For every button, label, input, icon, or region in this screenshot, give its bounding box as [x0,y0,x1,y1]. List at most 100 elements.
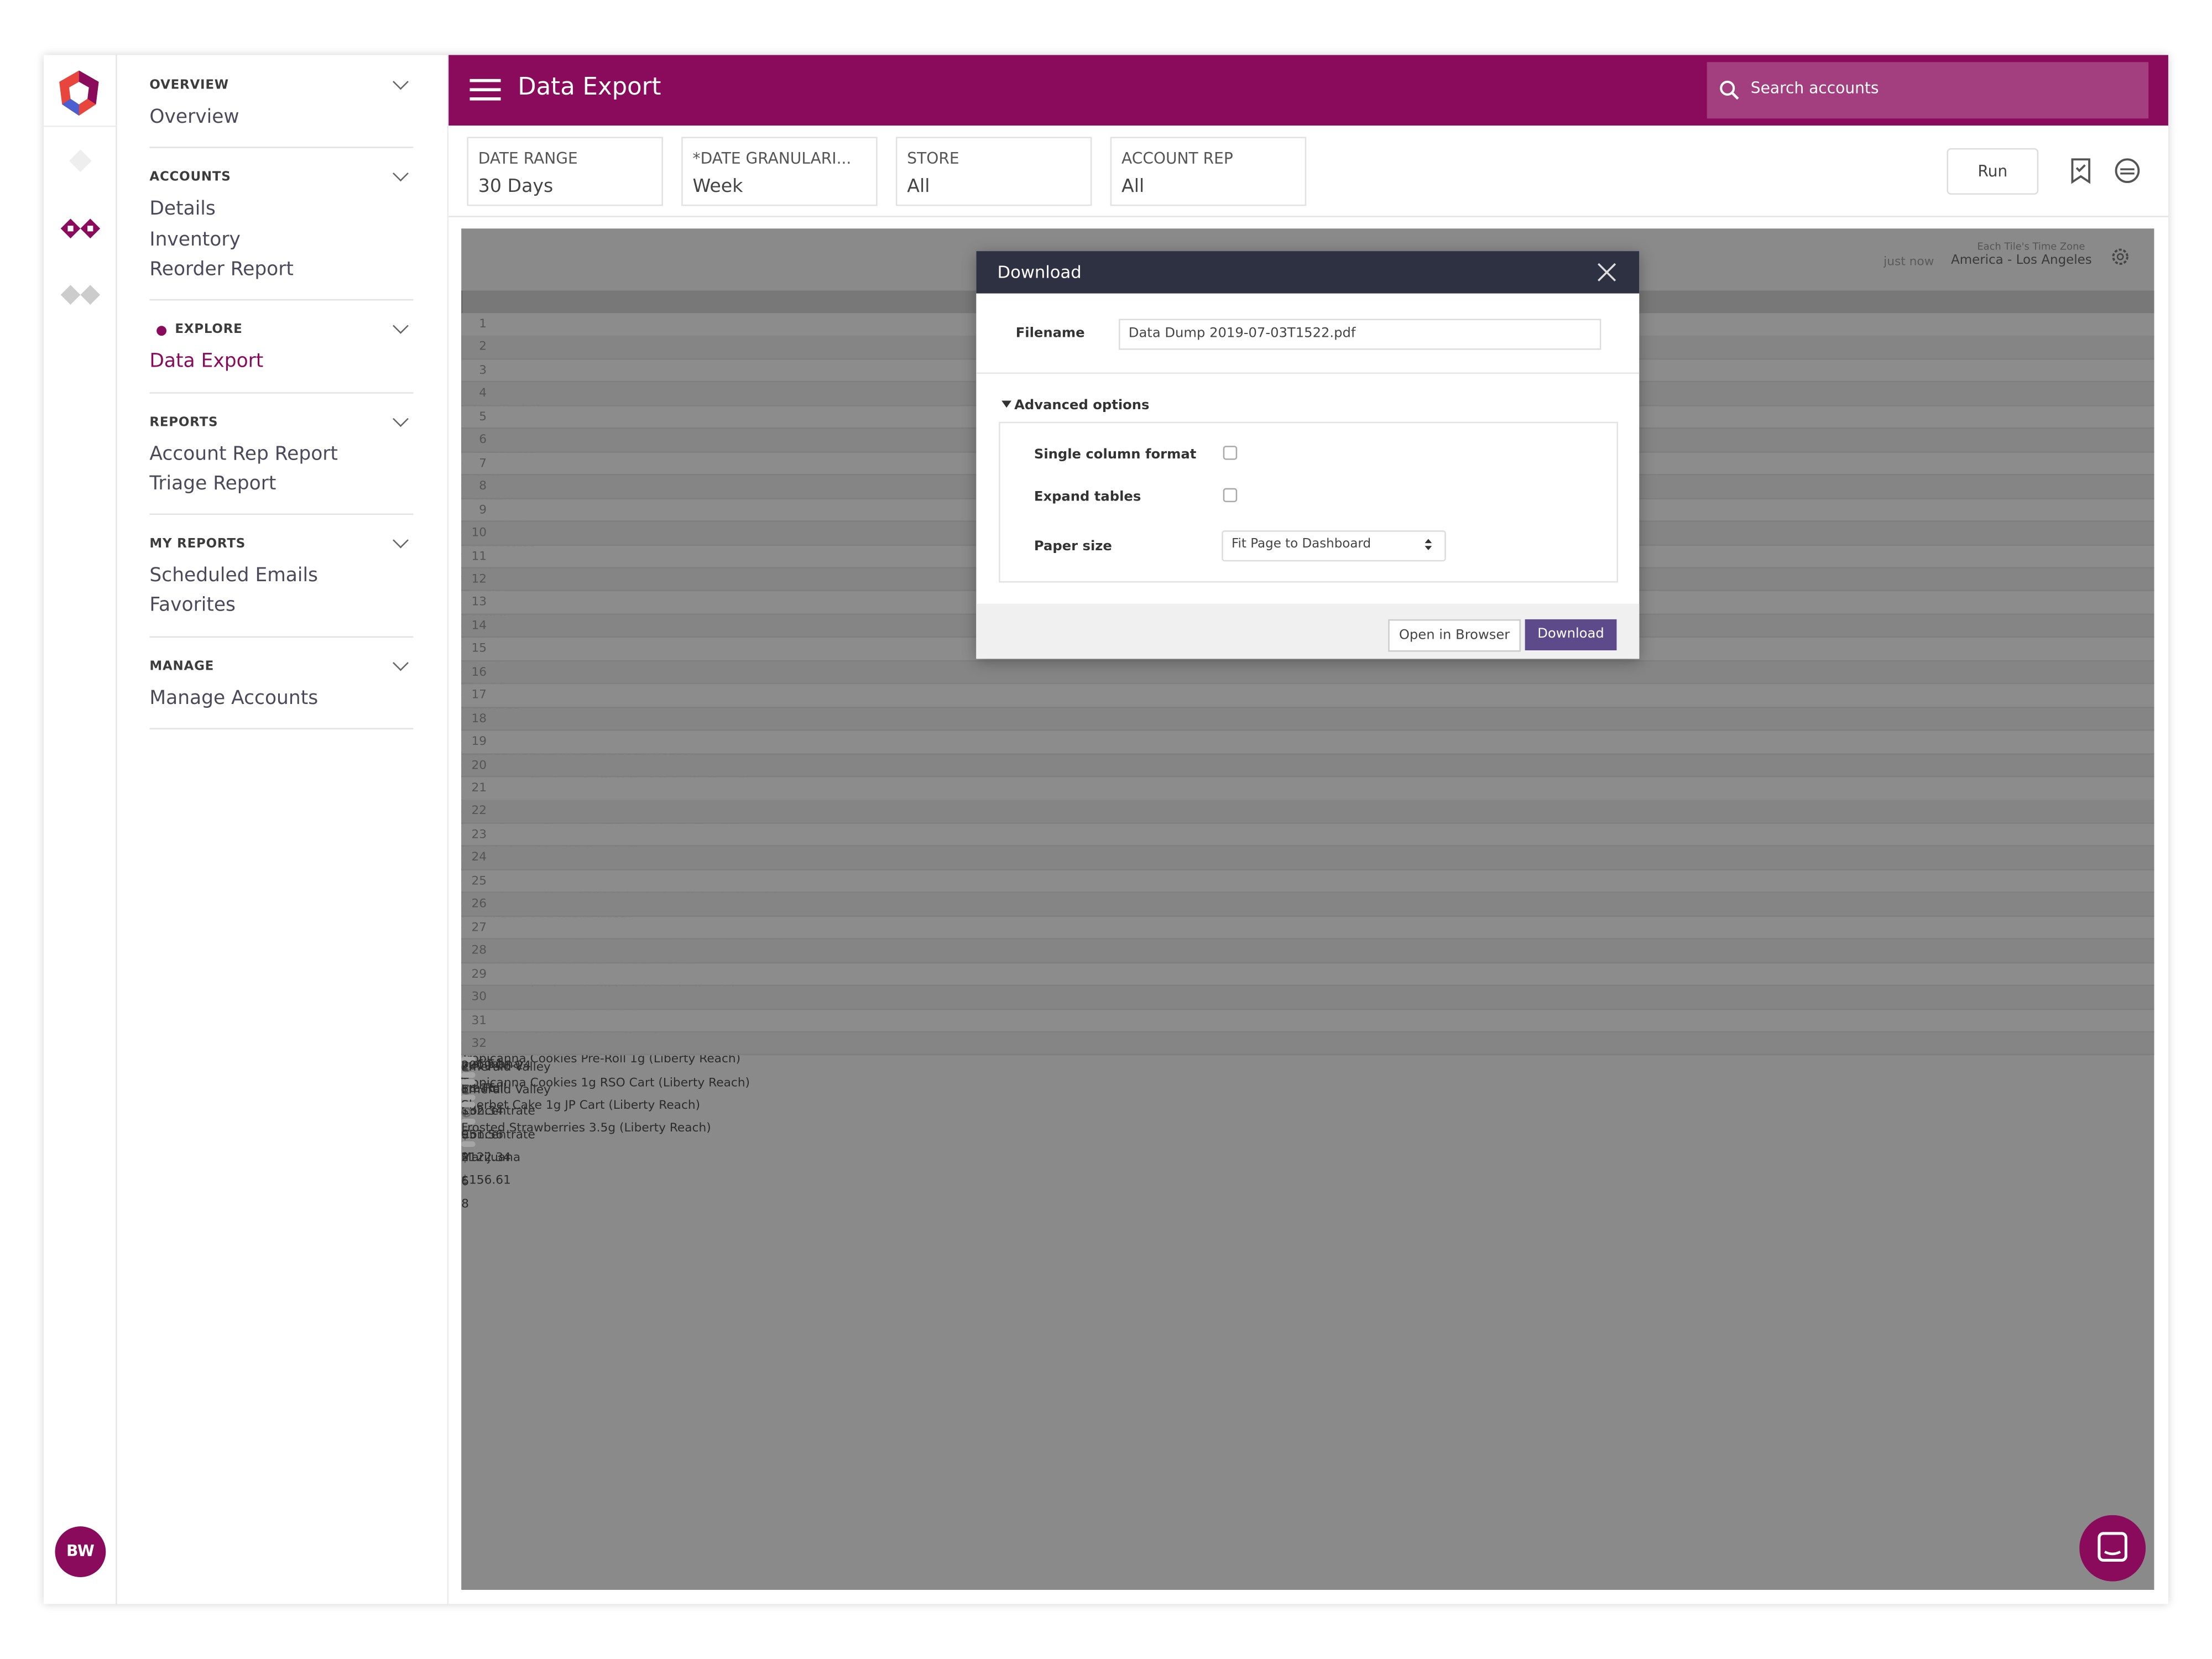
row-number: 18 [471,712,487,726]
nav-item[interactable]: Favorites [149,594,236,617]
download-button[interactable]: Download [1525,619,1617,651]
nav-item[interactable]: Overview [149,106,239,129]
nav-item[interactable]: Reorder Report [149,258,294,281]
header-bar: Data Export Search accounts [448,55,2168,126]
row-number: 19 [471,735,487,749]
open-browser-button[interactable]: Open in Browser [1388,619,1521,652]
checkbox[interactable] [1223,446,1238,460]
nav-item[interactable]: Triage Report [149,472,276,495]
filename-label: Filename [1015,326,1085,342]
section-title: MY REPORTS [149,538,246,552]
nav-item[interactable]: Scheduled Emails [149,564,318,587]
row-number: 5 [479,410,487,425]
menu-icon[interactable] [469,77,501,103]
row-number: 25 [471,874,487,889]
filter-value: 30 Days [478,176,554,198]
chat-button[interactable] [2079,1515,2146,1582]
more-icon [461,1079,476,1085]
nav-item[interactable]: Data Export [149,350,264,373]
rail-icon[interactable] [60,281,101,309]
product: Frosted Strawberries 3.5g (Liberty Reach… [461,1122,711,1136]
search-placeholder: Search accounts [1750,79,1879,98]
filter[interactable]: *DATE GRANULARI... Week [681,137,878,206]
product: Tropicanna Cookies 1g RSO Cart (Liberty … [461,1076,750,1090]
row-number: 32 [471,1036,487,1051]
week: 2019-06-24 [461,1060,531,1074]
table-row: 272019-07-01Emerald ValleyPineapple Krus… [461,916,2154,1095]
run-button[interactable]: Run [1947,148,2039,195]
section-title: ACCOUNTS [149,171,231,185]
total-units: 8 [461,1197,469,1212]
nav-item[interactable]: Manage Accounts [149,686,319,709]
store: Emerald Valley [461,1060,551,1074]
nav-panel [117,55,449,1604]
filter-value: Week [692,176,743,198]
filter[interactable]: ACCOUNT REP All [1110,137,1307,206]
row-number: 15 [471,642,487,656]
nav-item[interactable]: Account Rep Report [149,442,338,465]
row-number: 12 [471,572,487,587]
search-box[interactable]: Search accounts [1707,62,2149,119]
row-number: 31 [471,1013,487,1028]
checkbox[interactable] [1223,488,1238,503]
table-row: 192019-07-01Emerald ValleySuper Lemon Ha… [461,731,2154,910]
section-title: MANAGE [149,660,215,674]
rep-null-icon [461,1108,472,1118]
nav-item[interactable]: Inventory [149,228,241,251]
row-number: 27 [471,921,487,935]
updated: just now [1884,255,1934,270]
filter-label: STORE [907,149,959,168]
row-number: 7 [479,456,487,471]
divider [149,147,414,149]
row-number: 30 [471,990,487,1005]
more-icon [461,1141,476,1147]
row-number: 16 [471,665,487,680]
divider [149,728,414,729]
more-icon [461,1102,476,1108]
close-icon[interactable] [1597,262,1617,282]
row-number: 17 [471,688,487,703]
avatar[interactable]: BW [55,1526,106,1578]
row-number: 23 [471,828,487,842]
filename-value: Data Dump 2019-07-03T1522.pdf [1128,326,1356,342]
divider [149,391,414,393]
modal-header [976,251,1640,294]
options-box [999,421,1618,583]
more-icon [461,1094,476,1100]
nav-item[interactable]: Details [149,197,216,221]
table-row: 32 2019-06-24 Emerald Valley Frosted Strawb… [461,1032,2154,1212]
row-number: 4 [479,387,487,401]
total-units: 6 [461,1174,469,1189]
filter[interactable]: STORE All [895,137,1092,206]
table-row: 232019-07-01Emerald ValleyOG Hybrid 3.5g… [461,823,2154,1003]
divider [149,299,414,301]
divider [149,513,414,515]
settings-icon[interactable] [2110,247,2130,267]
row-number: 8 [479,479,487,494]
filter[interactable]: DATE RANGE 30 Days [467,137,663,206]
schedule-icon[interactable] [2113,156,2141,185]
row-number: 24 [471,851,487,865]
rail-icon[interactable] [60,215,101,243]
total-sales: $51.56 [461,1128,504,1142]
divider [149,635,414,638]
paper-label: Paper size [1034,539,1112,555]
category: Marijuana [461,1151,521,1165]
row-number: 6 [479,433,487,448]
timezone-label: Each Tile's Time Zone [1977,241,2085,253]
advanced-toggle[interactable]: Advanced options [1014,398,1150,414]
rail-icon[interactable] [66,147,95,175]
row-number: 3 [479,363,487,378]
bookmark-icon[interactable] [2068,156,2094,185]
filename-input[interactable] [1118,319,1601,350]
product: Sherbet Cake 1g JP Cart (Liberty Reach) [461,1099,701,1113]
table-row: 182019-07-01Emerald ValleyCanna-Tsu .5g … [461,707,2154,887]
logo [59,70,99,116]
paper-select[interactable] [1222,530,1446,562]
table-row: 262019-07-01Emerald ValleyTropicanna Coo… [461,893,2154,1072]
col-sep [461,290,463,314]
